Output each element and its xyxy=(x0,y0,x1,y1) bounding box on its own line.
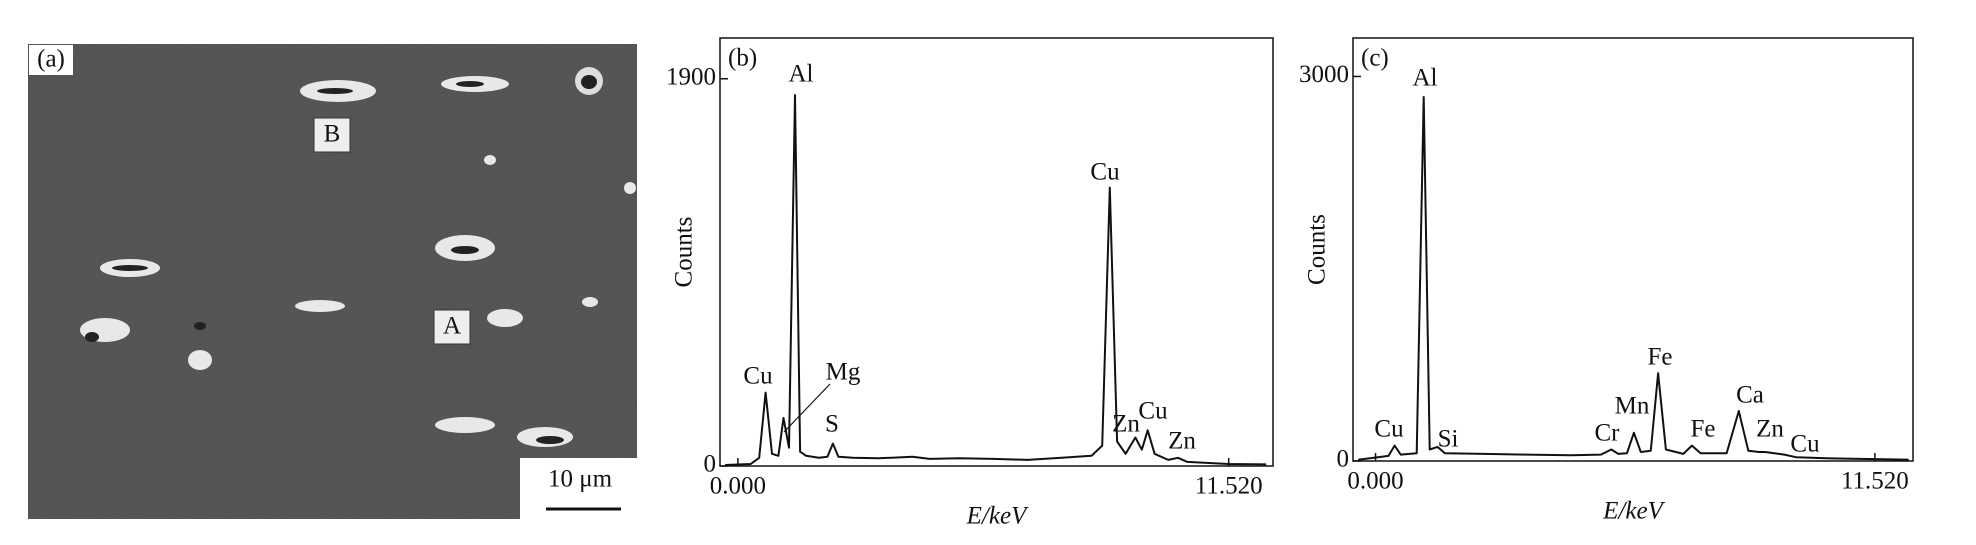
y-tick-label: 3000 xyxy=(1299,61,1349,88)
peak-label: Fe xyxy=(1648,344,1673,371)
panel-label: (c) xyxy=(1361,45,1389,72)
peak-label: Cu xyxy=(1790,431,1820,458)
peak-label: Al xyxy=(789,61,814,88)
panel-label: (b) xyxy=(728,45,757,72)
x-axis-label: E/keV xyxy=(1602,498,1665,525)
x-tick-label: 0.000 xyxy=(1347,468,1403,495)
marker-box xyxy=(313,117,351,153)
marker-box xyxy=(433,309,471,345)
peak-label: Al xyxy=(1413,65,1438,92)
peak-label: S xyxy=(825,411,839,438)
peak-label: Cu xyxy=(1374,416,1404,443)
y-axis-label: Counts xyxy=(671,217,698,288)
peak-label: Ca xyxy=(1736,382,1764,409)
y-tick-label: 1900 xyxy=(666,63,716,90)
x-tick-label: 11.520 xyxy=(1841,468,1909,495)
x-axis-label: E/keV xyxy=(966,503,1029,530)
pores xyxy=(85,75,597,444)
peak-label: Cu xyxy=(1138,398,1168,425)
peak-label: Fe xyxy=(1691,416,1716,443)
y-tick-label: 0 xyxy=(704,451,717,478)
peak-label: Zn xyxy=(1756,416,1784,443)
peak-label: Zn xyxy=(1168,428,1196,455)
plot-frame xyxy=(1352,37,1914,462)
plot-frame xyxy=(719,37,1274,467)
peak-label: Cr xyxy=(1595,420,1621,447)
panel-label-box xyxy=(29,45,73,75)
spectrum-line xyxy=(725,94,1267,466)
leader-line xyxy=(783,383,831,433)
y-tick-label: 0 xyxy=(1337,446,1350,473)
peak-label: Zn xyxy=(1112,411,1140,438)
marker-label: A xyxy=(443,313,461,340)
sem-image: (a) B A 10 μm xyxy=(28,44,637,519)
peak-label: Mg xyxy=(826,359,861,386)
peak-label: Mn xyxy=(1615,393,1650,420)
sem-background xyxy=(28,44,637,519)
marker-label: B xyxy=(324,121,341,148)
y-axis-label: Counts xyxy=(1304,214,1331,285)
peak-label: Cu xyxy=(1090,159,1120,186)
scale-bar-label: 10 μm xyxy=(548,466,613,493)
spectrum-line xyxy=(1358,96,1909,461)
x-tick-label: 0.000 xyxy=(710,473,766,500)
peak-label: Si xyxy=(1438,426,1459,453)
panel-label: (a) xyxy=(37,46,65,73)
x-tick-label: 11.520 xyxy=(1195,473,1263,500)
peak-label: Cu xyxy=(743,363,773,390)
